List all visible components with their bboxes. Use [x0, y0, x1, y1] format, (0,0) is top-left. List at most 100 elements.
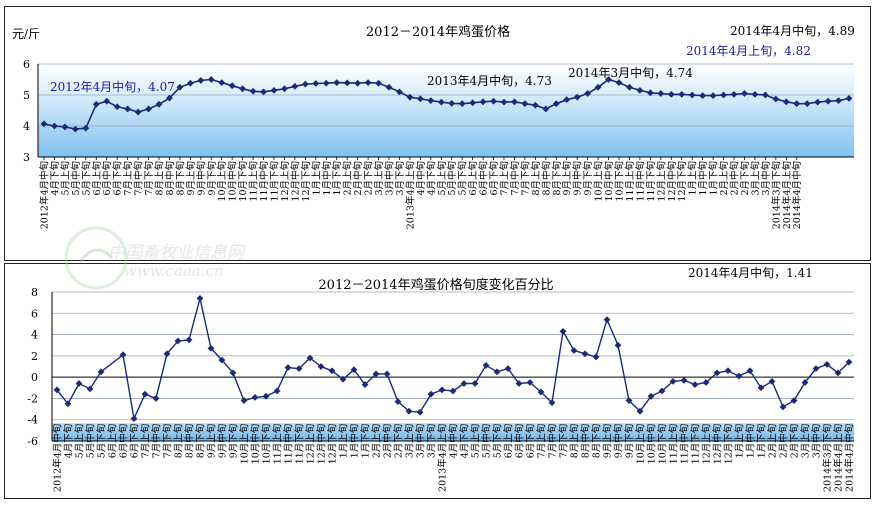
change-point [229, 369, 237, 377]
change-x-tick-label: 11月下旬 [294, 424, 306, 465]
price-x-tick-label: 6月上旬 [91, 161, 103, 196]
change-point [471, 380, 479, 387]
price-point [678, 90, 686, 98]
change-y-tick-label: -6 [27, 435, 38, 448]
price-x-tick-label: 1月下旬 [331, 161, 343, 196]
change-point [834, 369, 842, 377]
change-x-tick-label: 1月中旬 [745, 424, 757, 459]
price-x-tick-label: 5月下旬 [457, 161, 469, 196]
price-point [186, 79, 194, 87]
price-x-tick-label: 9月上旬 [561, 161, 573, 196]
change-point [383, 370, 391, 378]
price-x-tick-label: 10月中旬 [603, 161, 615, 202]
change-x-tick-label: 10月中旬 [250, 424, 262, 465]
price-point [61, 123, 69, 131]
price-point [667, 90, 675, 98]
change-x-tick-label: 3月上旬 [800, 424, 812, 459]
change-point [86, 385, 94, 393]
change-point [812, 365, 820, 373]
change-point [295, 365, 303, 373]
change-x-tick-label: 4月下旬 [63, 424, 75, 459]
change-point [152, 395, 160, 402]
change-x-tick-label: 2014年3月下旬 [822, 424, 834, 492]
change-x-tick-label: 9月上旬 [602, 424, 614, 459]
price-x-tick-label: 7月中旬 [133, 161, 145, 196]
change-point [284, 364, 292, 371]
price-point [82, 124, 90, 132]
change-x-tick-label: 1月中旬 [349, 424, 361, 459]
change-point [581, 350, 589, 358]
change-point [163, 350, 171, 358]
price-x-tick-label: 6月中旬 [101, 161, 113, 196]
change-x-tick-label: 10月下旬 [261, 424, 273, 465]
change-x-tick-label: 1月上旬 [734, 424, 746, 459]
price-point [469, 99, 477, 107]
price-point [197, 77, 205, 84]
change-point [592, 353, 600, 361]
price-x-tick-label: 2月下旬 [739, 161, 751, 196]
price-point [772, 95, 780, 103]
change-point [647, 392, 655, 400]
change-point [625, 397, 633, 404]
price-point [343, 79, 351, 87]
price-x-tick-label: 5月上旬 [436, 161, 448, 196]
change-point [746, 367, 754, 375]
change-point [548, 399, 556, 407]
change-x-tick-label: 7月上旬 [140, 424, 152, 459]
change-x-tick-label: 2月中旬 [778, 424, 790, 459]
price-annotation-2: 2012年4月中旬，4.07 [50, 79, 175, 94]
change-x-tick-label: 12月上旬 [701, 424, 713, 465]
change-point [526, 379, 534, 386]
price-point [166, 94, 173, 102]
change-point [515, 380, 523, 387]
price-point [511, 98, 518, 106]
change-y-tick-label: -4 [27, 414, 38, 427]
price-point [615, 79, 623, 86]
change-point [185, 336, 193, 344]
change-point [680, 376, 688, 384]
change-x-tick-label: 3月下旬 [426, 424, 438, 459]
price-x-tick-label: 10月下旬 [237, 161, 249, 202]
price-annotation-4: 2014年3月中旬，4.74 [568, 65, 693, 80]
change-x-tick-label: 5月上旬 [470, 424, 482, 459]
change-x-tick-label: 12月中旬 [712, 424, 724, 465]
change-x-tick-label: 5月下旬 [96, 424, 108, 459]
price-point [824, 97, 832, 105]
price-x-tick-label: 11月上旬 [624, 161, 636, 202]
price-point [479, 98, 487, 106]
price-chart: 2012－2014年鸡蛋价格 元/斤 2014年4月中旬，4.89 2014年4… [12, 23, 855, 229]
change-point [493, 368, 501, 376]
change-point [790, 397, 798, 404]
change-y-tick-label: -2 [27, 392, 38, 405]
price-point [793, 100, 801, 108]
price-x-tick-label: 2014年3月下旬 [770, 161, 782, 229]
price-x-tick-label: 11月中旬 [258, 161, 270, 202]
change-x-tick-label: 1月上旬 [338, 424, 350, 459]
change-point [570, 347, 578, 354]
price-x-tick-label: 10月上旬 [593, 161, 605, 202]
change-point [768, 378, 776, 385]
change-point [174, 337, 182, 345]
price-x-tick-label: 10月上旬 [216, 161, 228, 202]
price-x-tick-label: 7月中旬 [509, 161, 521, 196]
change-chart: 2012－2014年鸡蛋价格旬度变化百分比 2014年4月中旬，1.41 -6 -… [27, 265, 855, 492]
price-point [71, 125, 79, 133]
price-point [552, 100, 560, 108]
change-y-tick-label: 8 [31, 286, 38, 299]
price-x-tick-label: 7月上旬 [499, 161, 511, 196]
change-point [75, 380, 83, 387]
change-x-tick-label: 2月上旬 [767, 424, 779, 459]
price-x-tick-label: 5月上旬 [59, 161, 71, 196]
price-x-tick-label: 3月上旬 [749, 161, 761, 196]
change-x-tick-label: 6月上旬 [107, 424, 119, 459]
change-point [537, 388, 545, 396]
price-point [155, 100, 163, 108]
change-point [482, 362, 490, 369]
change-point [141, 390, 149, 398]
price-x-tick-label: 6月上旬 [467, 161, 479, 196]
price-x-tick-label: 2013年4月上旬 [404, 161, 416, 229]
change-x-tick-label: 3月中旬 [811, 424, 823, 459]
change-x-tick-label: 5月中旬 [481, 424, 493, 459]
price-x-tick-label: 9月下旬 [206, 161, 218, 196]
change-annotation-0: 2014年4月中旬，1.41 [688, 265, 813, 280]
